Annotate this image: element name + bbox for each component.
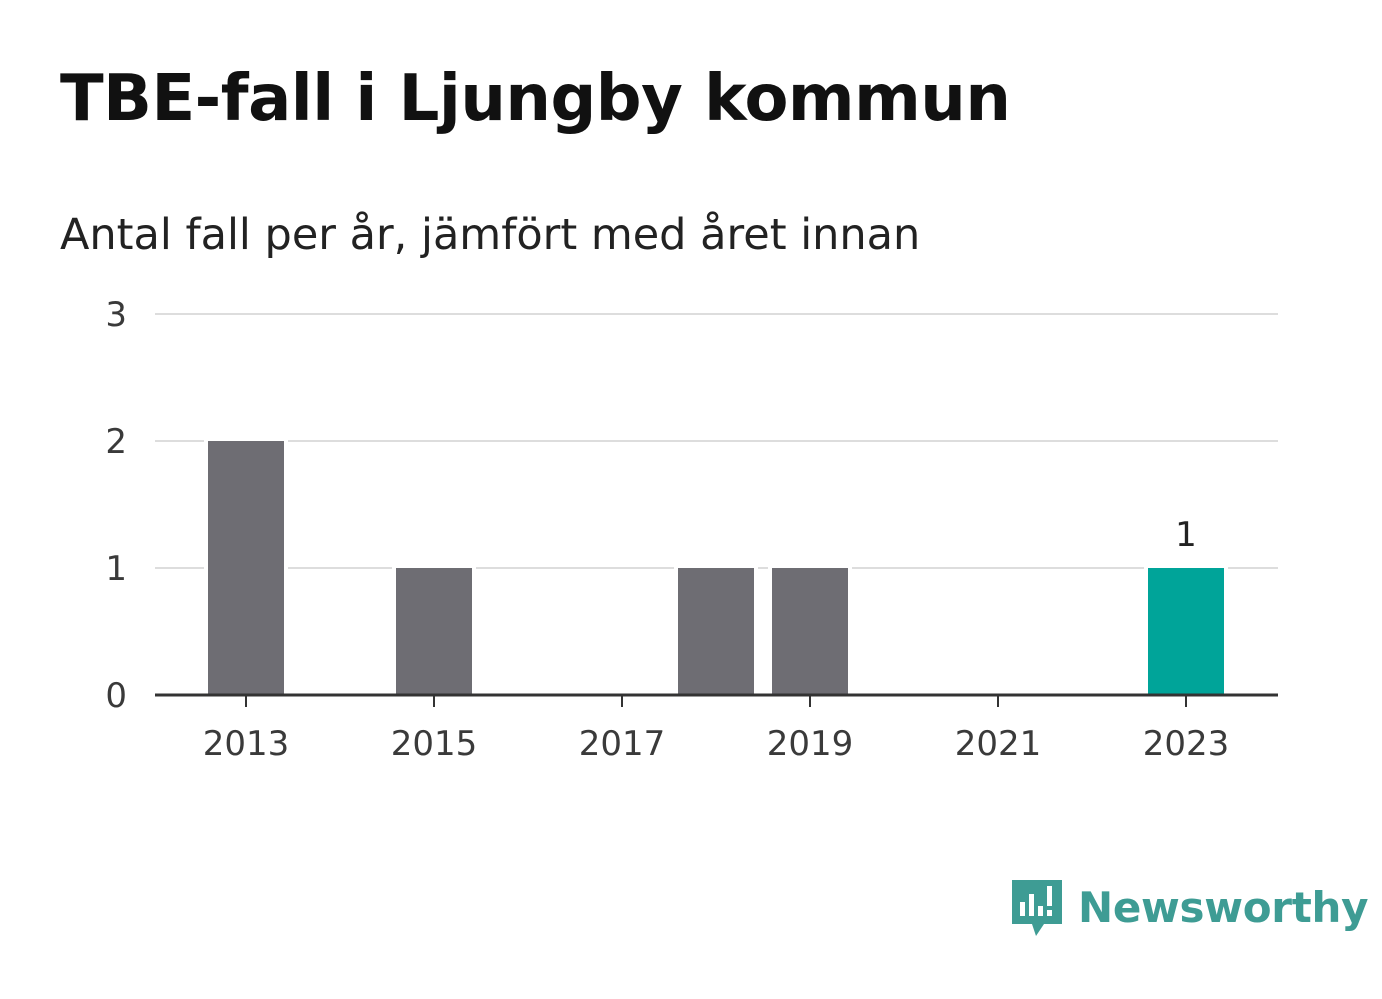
y-tick-label: 1 xyxy=(105,549,127,589)
x-tick-label: 2023 xyxy=(1143,724,1230,764)
y-tick-label: 3 xyxy=(105,295,127,335)
y-tick-label: 0 xyxy=(105,676,127,716)
brand-name: Newsworthy xyxy=(1078,882,1369,932)
x-tick-label: 2019 xyxy=(767,724,854,764)
y-tick-label: 2 xyxy=(105,422,127,462)
x-tick-label: 2013 xyxy=(203,724,290,764)
bar-2018 xyxy=(678,568,754,695)
chart-title: TBE-fall i Ljungby kommun xyxy=(60,62,1011,136)
x-tick-label: 2021 xyxy=(955,724,1042,764)
chart-subtitle: Antal fall per år, jämfört med året inna… xyxy=(60,210,921,260)
newsworthy-logo-icon xyxy=(1012,880,1062,936)
bar-2013 xyxy=(208,441,284,695)
data-label: 1 xyxy=(1175,515,1197,555)
bar-2019 xyxy=(772,568,848,695)
x-tick-label: 2017 xyxy=(579,724,666,764)
x-tick-label: 2015 xyxy=(391,724,478,764)
bar-2023 xyxy=(1148,568,1224,695)
newsworthy-logo: Newsworthy xyxy=(1010,876,1368,938)
bar-2015 xyxy=(396,568,472,695)
